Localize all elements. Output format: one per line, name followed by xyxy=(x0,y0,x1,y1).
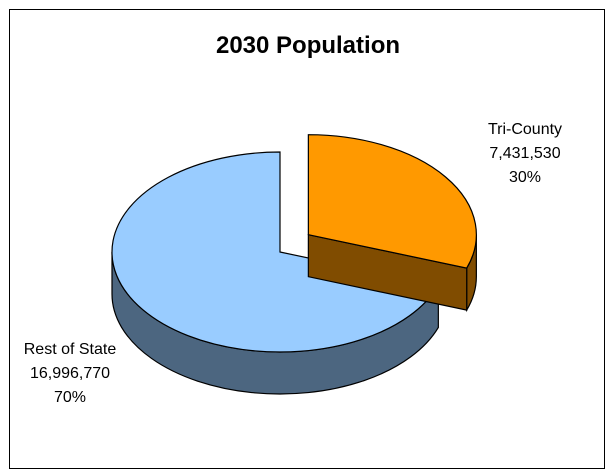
slice-value: 7,431,530 xyxy=(489,145,561,162)
chart-title: 2030 Population xyxy=(215,32,401,59)
slice-value: 16,996,770 xyxy=(29,365,111,382)
slice-percent: 30% xyxy=(508,169,542,186)
slice-tri-county xyxy=(307,134,477,269)
slice-name: Tri-County xyxy=(487,121,563,138)
slice-name: Rest of State xyxy=(23,341,117,358)
data-label-tri-county: Tri-County 7,431,530 30% xyxy=(470,118,580,190)
slice-rest-of-state xyxy=(111,151,440,353)
data-label-rest-of-state: Rest of State 16,996,770 70% xyxy=(18,338,122,410)
slice-percent: 70% xyxy=(53,389,87,406)
